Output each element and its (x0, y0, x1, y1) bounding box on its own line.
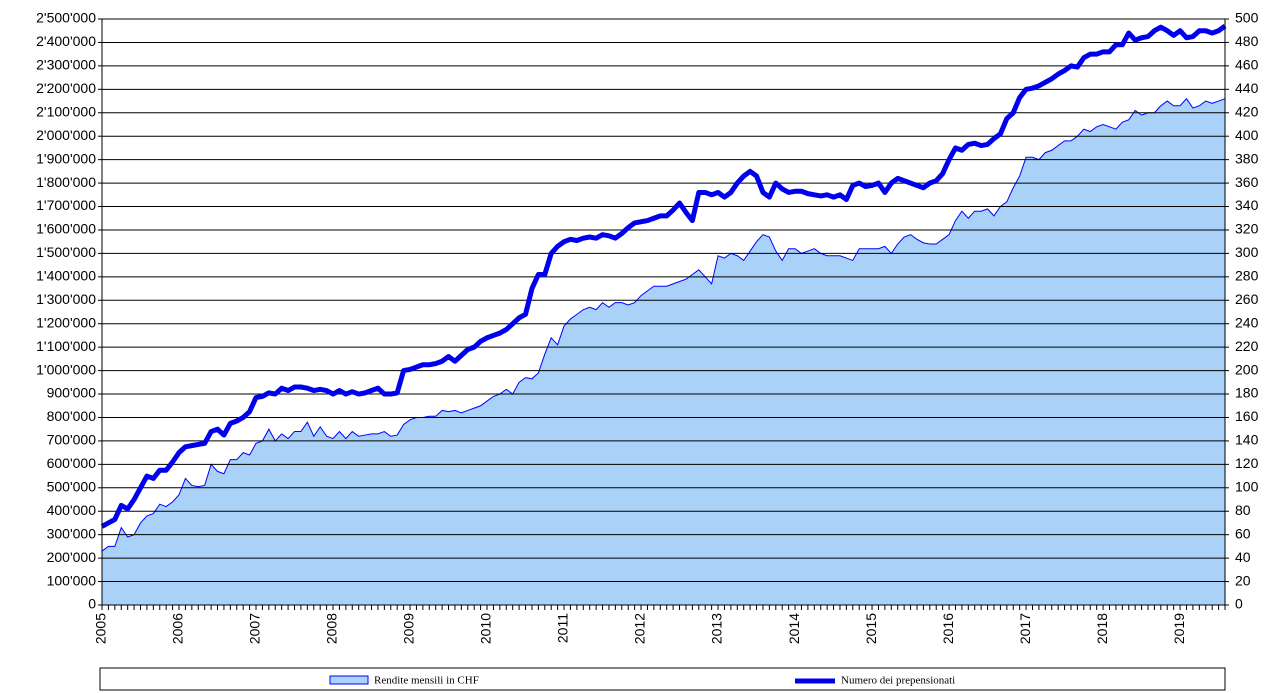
y2-tick-label: 240 (1235, 314, 1259, 330)
y-tick-label: 2'400'000 (36, 33, 96, 49)
y-tick-label: 700'000 (47, 432, 97, 448)
line (100, 24, 1227, 529)
y-tick-label: 200'000 (47, 549, 97, 565)
y-tick-label: 1'400'000 (36, 268, 96, 284)
y-tick-label: 2'000'000 (36, 127, 96, 143)
y-tick-label: 800'000 (47, 408, 97, 424)
y-tick-label: 2'100'000 (36, 103, 96, 119)
x-tick-label: 2019 (1171, 613, 1187, 644)
area (102, 98, 1225, 606)
y-tick-label: 1'900'000 (36, 150, 96, 166)
y-tick-label: 600'000 (47, 455, 97, 471)
y2-tick-label: 480 (1235, 33, 1259, 49)
y2-tick-label: 160 (1235, 408, 1259, 424)
legend-swatch (329, 675, 369, 685)
y2-tick-label: 180 (1235, 385, 1259, 401)
y-tick-label: 1'200'000 (36, 314, 96, 330)
y2-tick-label: 40 (1235, 549, 1251, 565)
y-tick-label: 900'000 (47, 385, 97, 401)
x-tick-label: 2006 (170, 613, 186, 644)
y2-tick-label: 320 (1235, 221, 1259, 237)
legend-label: Numero dei prepensionati (841, 675, 955, 687)
y-tick-label: 500'000 (47, 479, 97, 495)
y-tick-label: 400'000 (47, 502, 97, 518)
x-tick-label: 2010 (478, 613, 494, 644)
legend-box (99, 667, 1226, 691)
y-tick-label: 1'100'000 (36, 338, 96, 354)
y2-tick-label: 20 (1235, 572, 1251, 588)
y-tick-label: 1'500'000 (36, 244, 96, 260)
x-tick-label: 2013 (709, 613, 725, 644)
x-tick-label: 2007 (247, 613, 263, 644)
y2-tick-label: 260 (1235, 291, 1259, 307)
y2-tick-label: 380 (1235, 150, 1259, 166)
y2-tick-label: 300 (1235, 244, 1259, 260)
y2-tick-label: 280 (1235, 268, 1259, 284)
y2-tick-label: 80 (1235, 502, 1251, 518)
x-tick-label: 2009 (401, 613, 417, 644)
x-tick-label: 2018 (1094, 613, 1110, 644)
x-tick-label: 2008 (324, 613, 340, 644)
y-tick-label: 2'500'000 (36, 10, 96, 26)
legend-label: Rendite mensili in CHF (374, 675, 479, 687)
y2-tick-label: 360 (1235, 174, 1259, 190)
y2-tick-label: 0 (1235, 596, 1243, 612)
y-tick-label: 1'000'000 (36, 361, 96, 377)
y-tick-label: 1'300'000 (36, 291, 96, 307)
x-tick-label: 2017 (1017, 613, 1033, 644)
y-tick-label: 1'600'000 (36, 221, 96, 237)
y2-tick-label: 200 (1235, 361, 1259, 377)
y-tick-label: 1'800'000 (36, 174, 96, 190)
x-tick-label: 2005 (93, 613, 109, 644)
x-tick-label: 2011 (555, 613, 571, 643)
y2-tick-label: 220 (1235, 338, 1259, 354)
y-tick-label: 100'000 (47, 572, 97, 588)
y2-tick-label: 120 (1235, 455, 1259, 471)
y-tick-label: 2'200'000 (36, 80, 96, 96)
y-tick-label: 0 (88, 596, 96, 612)
y2-tick-label: 420 (1235, 103, 1259, 119)
y2-tick-label: 60 (1235, 525, 1251, 541)
y2-tick-label: 100 (1235, 479, 1259, 495)
x-tick-label: 2016 (940, 613, 956, 644)
y-tick-label: 300'000 (47, 525, 97, 541)
y2-tick-label: 500 (1235, 10, 1259, 26)
y-tick-label: 2'300'000 (36, 57, 96, 73)
x-tick-label: 2012 (632, 613, 648, 644)
x-tick-label: 2014 (786, 613, 802, 644)
y2-tick-label: 400 (1235, 127, 1259, 143)
x-tick-label: 2015 (863, 613, 879, 644)
y-tick-label: 1'700'000 (36, 197, 96, 213)
y2-tick-label: 140 (1235, 432, 1259, 448)
y2-tick-label: 340 (1235, 197, 1259, 213)
y2-tick-label: 440 (1235, 80, 1259, 96)
y2-tick-label: 460 (1235, 57, 1259, 73)
